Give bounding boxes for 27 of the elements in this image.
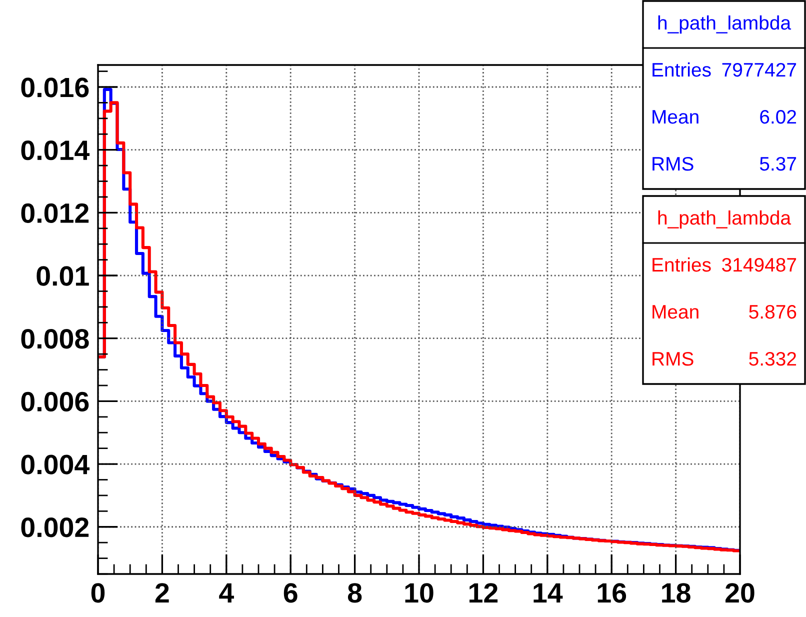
x-tick-label: 6 xyxy=(284,583,298,603)
x-tick-label: 4 xyxy=(219,583,234,602)
text: h_path_lambda xyxy=(658,210,792,229)
text: Mean 5.876 xyxy=(652,304,796,319)
y-tick-label: 0.006 xyxy=(21,392,89,412)
annotation: Entries 7977427 xyxy=(652,62,796,77)
text: h_path_lambda xyxy=(658,15,792,34)
y-tick-label: 0.002 xyxy=(21,518,89,538)
annotation: Entries 3149487 xyxy=(652,257,796,272)
text: RMS 5.37 xyxy=(652,156,796,171)
x-tick-label: 10 xyxy=(405,583,434,603)
text: RMS 5.332 xyxy=(652,352,796,366)
x-tick-label: 20 xyxy=(726,583,754,603)
x-tick-label: 16 xyxy=(598,583,626,603)
x-tick-label: 12 xyxy=(470,583,498,602)
y-tick-label: 0.014 xyxy=(21,140,90,160)
y-tick-label: 0.012 xyxy=(21,203,89,224)
x-tick-label: 8 xyxy=(348,583,362,603)
x-tick-label: 14 xyxy=(534,583,563,602)
x-tick-label: 18 xyxy=(662,583,690,603)
x-tick-label: 0 xyxy=(91,583,105,603)
y-tick-label: 0.004 xyxy=(21,454,90,474)
y-tick-label: 0.01 xyxy=(36,266,89,286)
text: Mean 6.02 xyxy=(652,110,796,124)
y-tick-label: 0.008 xyxy=(21,329,89,349)
y-tick-label: 0.016 xyxy=(21,78,89,98)
x-tick-label: 2 xyxy=(155,583,169,602)
